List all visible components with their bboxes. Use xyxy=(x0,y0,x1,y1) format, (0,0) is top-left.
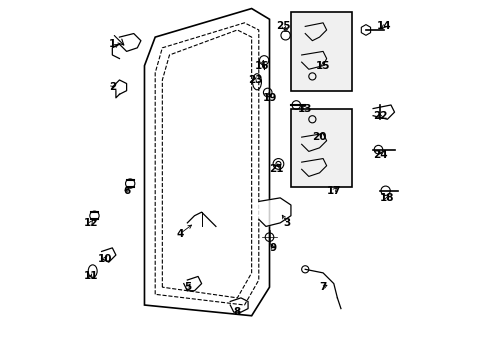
Text: 20: 20 xyxy=(312,132,326,142)
Text: 23: 23 xyxy=(247,75,262,85)
Text: 10: 10 xyxy=(98,253,112,264)
Text: 19: 19 xyxy=(262,93,276,103)
Polygon shape xyxy=(258,198,290,226)
Text: 12: 12 xyxy=(83,218,98,228)
Text: 3: 3 xyxy=(283,218,290,228)
Text: 17: 17 xyxy=(326,186,341,196)
Text: 14: 14 xyxy=(376,21,390,31)
Text: 6: 6 xyxy=(123,186,130,196)
Text: 11: 11 xyxy=(83,271,98,282)
Text: 9: 9 xyxy=(269,243,276,253)
Text: 24: 24 xyxy=(372,150,387,160)
Text: 25: 25 xyxy=(276,21,290,31)
Text: 5: 5 xyxy=(183,282,191,292)
Text: 13: 13 xyxy=(297,104,312,113)
Bar xyxy=(290,109,351,187)
Text: 18: 18 xyxy=(379,193,394,203)
Text: 1: 1 xyxy=(108,39,116,49)
Text: 21: 21 xyxy=(269,164,284,174)
Text: 7: 7 xyxy=(319,282,326,292)
Text: 15: 15 xyxy=(315,61,330,71)
Text: 8: 8 xyxy=(233,307,241,317)
Text: 22: 22 xyxy=(372,111,386,121)
Bar xyxy=(290,12,351,91)
Text: 2: 2 xyxy=(108,82,116,92)
Text: 4: 4 xyxy=(176,229,183,239)
Text: 16: 16 xyxy=(255,61,269,71)
Circle shape xyxy=(301,266,308,273)
